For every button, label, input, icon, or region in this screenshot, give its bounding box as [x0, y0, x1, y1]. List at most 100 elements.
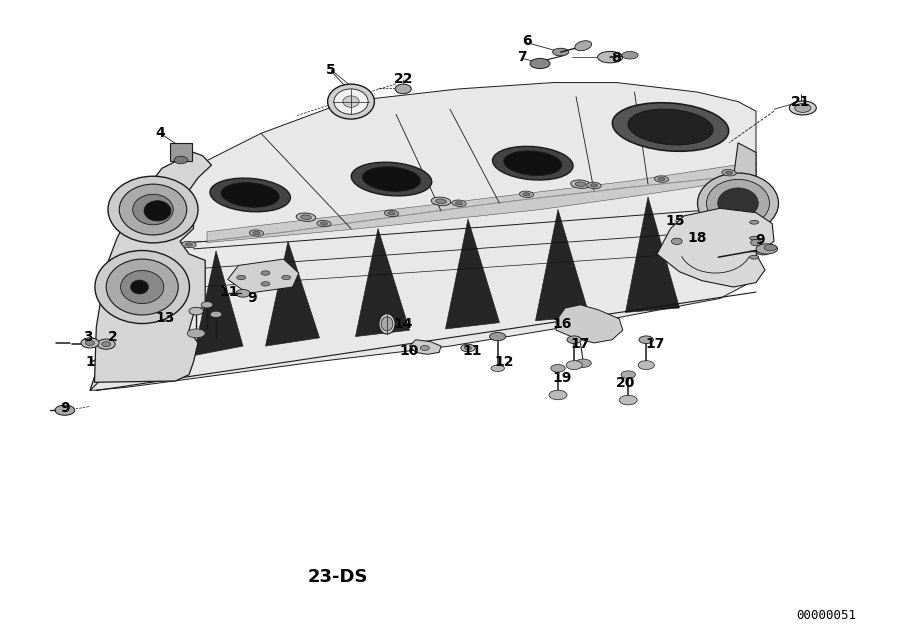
- Text: 15: 15: [665, 214, 685, 228]
- Ellipse shape: [420, 345, 429, 351]
- Ellipse shape: [654, 176, 669, 182]
- Ellipse shape: [725, 171, 733, 175]
- Text: 19: 19: [553, 371, 572, 385]
- Text: 12: 12: [494, 355, 514, 369]
- Ellipse shape: [182, 241, 196, 248]
- Ellipse shape: [436, 199, 446, 204]
- Polygon shape: [536, 210, 590, 321]
- Ellipse shape: [221, 183, 279, 207]
- Ellipse shape: [102, 342, 111, 347]
- Text: 13: 13: [155, 311, 175, 324]
- Polygon shape: [194, 251, 243, 356]
- Text: 14: 14: [393, 317, 413, 331]
- Ellipse shape: [296, 213, 316, 222]
- Ellipse shape: [461, 344, 475, 352]
- Ellipse shape: [121, 271, 164, 304]
- Ellipse shape: [211, 311, 222, 318]
- Ellipse shape: [301, 215, 311, 220]
- Ellipse shape: [789, 101, 816, 115]
- Ellipse shape: [86, 340, 94, 345]
- Text: 16: 16: [553, 317, 572, 331]
- Ellipse shape: [185, 243, 193, 246]
- Ellipse shape: [575, 182, 586, 187]
- Ellipse shape: [628, 109, 713, 145]
- Ellipse shape: [575, 41, 591, 51]
- Ellipse shape: [504, 151, 562, 175]
- Ellipse shape: [598, 51, 623, 63]
- Ellipse shape: [395, 84, 411, 94]
- Text: 9: 9: [756, 233, 765, 247]
- Polygon shape: [207, 162, 756, 243]
- Ellipse shape: [253, 231, 260, 235]
- FancyBboxPatch shape: [170, 143, 192, 161]
- Text: 8: 8: [612, 51, 621, 65]
- Ellipse shape: [384, 210, 399, 217]
- Text: 5: 5: [327, 63, 336, 77]
- Polygon shape: [626, 197, 680, 312]
- Ellipse shape: [452, 200, 466, 206]
- Ellipse shape: [519, 191, 534, 197]
- Ellipse shape: [756, 248, 770, 255]
- Text: 00000051: 00000051: [796, 610, 856, 622]
- Ellipse shape: [133, 194, 173, 225]
- Ellipse shape: [363, 167, 420, 191]
- Ellipse shape: [351, 163, 432, 196]
- Ellipse shape: [144, 201, 171, 221]
- Polygon shape: [90, 159, 756, 391]
- Ellipse shape: [379, 314, 395, 334]
- Ellipse shape: [431, 197, 451, 206]
- Ellipse shape: [492, 147, 573, 180]
- Ellipse shape: [621, 371, 635, 378]
- Ellipse shape: [671, 238, 682, 244]
- Text: 21: 21: [791, 95, 811, 109]
- Ellipse shape: [81, 338, 99, 348]
- Polygon shape: [228, 259, 299, 293]
- Polygon shape: [266, 241, 320, 346]
- Ellipse shape: [202, 302, 213, 308]
- Ellipse shape: [97, 339, 115, 349]
- Ellipse shape: [187, 329, 205, 338]
- Ellipse shape: [55, 405, 75, 415]
- Ellipse shape: [566, 361, 582, 370]
- Text: 17: 17: [645, 337, 665, 351]
- Ellipse shape: [317, 220, 331, 227]
- Polygon shape: [556, 305, 623, 343]
- Ellipse shape: [455, 201, 463, 205]
- Ellipse shape: [658, 177, 665, 181]
- Text: 11: 11: [220, 285, 239, 299]
- Ellipse shape: [756, 244, 778, 254]
- Ellipse shape: [750, 220, 759, 224]
- Text: 6: 6: [522, 34, 531, 48]
- Ellipse shape: [764, 244, 777, 251]
- Ellipse shape: [210, 178, 291, 211]
- Text: 9: 9: [248, 291, 256, 305]
- Ellipse shape: [575, 359, 591, 367]
- Ellipse shape: [795, 104, 811, 112]
- Text: 1: 1: [86, 355, 94, 369]
- Polygon shape: [140, 83, 756, 244]
- Polygon shape: [356, 229, 410, 337]
- Ellipse shape: [567, 336, 581, 344]
- Text: 9: 9: [60, 401, 69, 415]
- Ellipse shape: [189, 307, 203, 315]
- Ellipse shape: [175, 156, 188, 164]
- Ellipse shape: [551, 364, 565, 372]
- Ellipse shape: [94, 250, 189, 323]
- Polygon shape: [90, 165, 198, 391]
- Ellipse shape: [530, 58, 550, 69]
- Ellipse shape: [328, 84, 374, 119]
- Polygon shape: [657, 208, 774, 287]
- Ellipse shape: [320, 222, 328, 225]
- Text: 3: 3: [84, 330, 93, 344]
- Ellipse shape: [464, 346, 472, 350]
- Ellipse shape: [639, 336, 653, 344]
- Polygon shape: [94, 152, 212, 382]
- Ellipse shape: [622, 51, 638, 59]
- Ellipse shape: [108, 176, 198, 243]
- Ellipse shape: [706, 179, 770, 227]
- Ellipse shape: [343, 96, 359, 107]
- Text: 10: 10: [400, 344, 419, 358]
- Ellipse shape: [553, 48, 569, 56]
- Ellipse shape: [750, 255, 759, 259]
- Ellipse shape: [751, 239, 761, 246]
